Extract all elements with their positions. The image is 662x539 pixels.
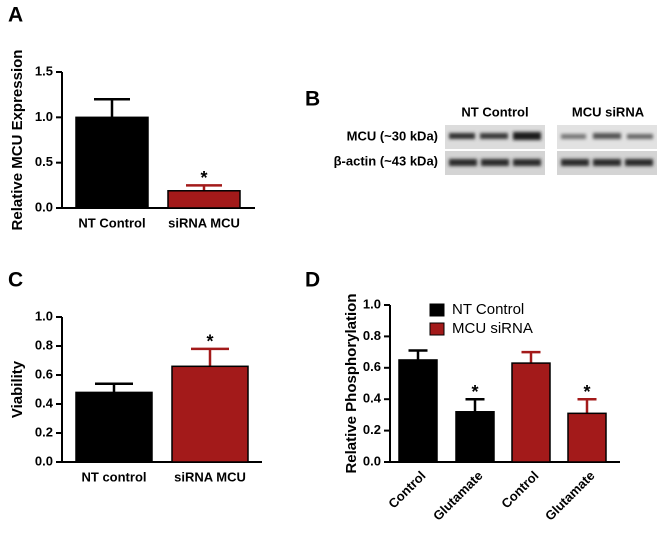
bar	[511, 362, 551, 463]
legend-label: NT Control	[452, 301, 524, 318]
blot-column-label: MCU siRNA	[572, 104, 645, 119]
y-tick-label: 1.5	[35, 63, 53, 78]
x-tick-label: NT Control	[78, 215, 145, 230]
x-tick-label: Control	[498, 468, 541, 511]
panel-label: B	[305, 88, 320, 111]
y-tick-label: 0.0	[35, 199, 53, 214]
y-tick-label: 1.0	[35, 308, 53, 323]
panel-label: D	[305, 269, 320, 292]
x-tick-label: siRNA MCU	[168, 215, 240, 230]
blot-bands	[449, 132, 653, 166]
legend-swatch	[429, 303, 445, 317]
bar	[75, 116, 149, 209]
bar	[171, 365, 249, 463]
x-tick-label: siRNA MCU	[174, 469, 246, 484]
y-tick-label: 1.0	[363, 296, 381, 311]
y-tick-label: 1.0	[35, 109, 53, 124]
y-tick-label: 0.4	[35, 395, 54, 410]
y-tick-label: 0.4	[363, 391, 382, 406]
x-tick-label: Glutamate	[542, 468, 598, 524]
legend-label: MCU siRNA	[452, 320, 533, 337]
x-tick-label: Glutamate	[430, 468, 486, 524]
y-tick-label: 0.8	[363, 328, 381, 343]
bar	[167, 190, 241, 209]
x-tick-label: Control	[385, 468, 428, 511]
blot-row-label: β-actin (~43 kDa)	[334, 153, 438, 168]
y-tick-label: 0.5	[35, 154, 53, 169]
significance-mark: *	[200, 168, 207, 188]
panel-label: C	[8, 269, 23, 292]
y-axis-label: Relative Phosphorylation	[343, 293, 360, 473]
significance-mark: *	[583, 382, 590, 402]
y-axis-label: Viability	[9, 360, 26, 418]
y-tick-label: 0.0	[363, 453, 381, 468]
bar	[398, 359, 438, 463]
x-tick-label: NT control	[82, 469, 147, 484]
bar	[75, 391, 153, 463]
bar	[567, 412, 607, 463]
blot-row-label: MCU (~30 kDa)	[347, 128, 438, 143]
legend-swatch	[429, 322, 445, 336]
bar	[455, 411, 495, 463]
y-axis-label: Relative MCU Expression	[9, 50, 26, 231]
significance-mark: *	[471, 382, 478, 402]
y-tick-label: 0.2	[363, 422, 381, 437]
y-tick-label: 0.8	[35, 337, 53, 352]
y-tick-label: 0.6	[363, 359, 381, 374]
blot-column-label: NT Control	[461, 104, 528, 119]
panel-label: A	[8, 4, 23, 27]
y-tick-label: 0.6	[35, 366, 53, 381]
y-tick-label: 0.0	[35, 453, 53, 468]
significance-mark: *	[206, 332, 213, 352]
y-tick-label: 0.2	[35, 424, 53, 439]
western-blot: NT Control MCU siRNA MCU (~30 kDa) β-act…	[334, 104, 657, 175]
